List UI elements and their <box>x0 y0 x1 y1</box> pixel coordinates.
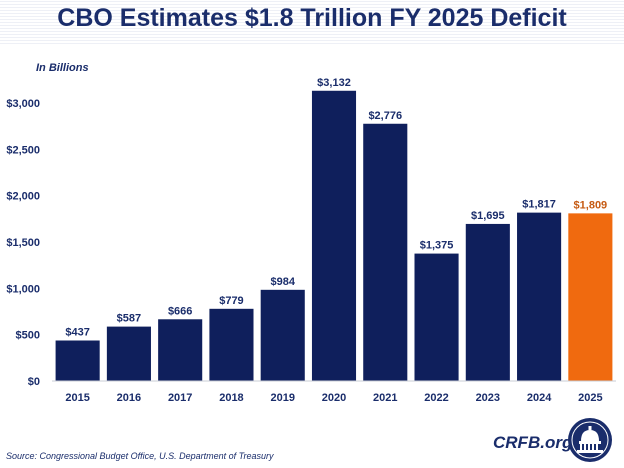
bar-value-label: $587 <box>117 313 141 325</box>
x-tick-label: 2025 <box>578 392 602 404</box>
bar-value-label: $3,132 <box>317 77 351 89</box>
y-tick-label: $2,000 <box>6 191 40 203</box>
x-tick-label: 2019 <box>270 392 294 404</box>
bar-value-label: $1,817 <box>522 199 556 211</box>
x-tick-label: 2024 <box>527 392 552 404</box>
bar-value-label: $1,375 <box>420 240 454 252</box>
y-tick-label: $2,500 <box>6 144 40 156</box>
y-tick-label: $500 <box>16 330 40 342</box>
x-tick-label: 2018 <box>219 392 243 404</box>
brand-logo-text: CRFB.org <box>493 433 573 452</box>
bar-2019 <box>260 289 305 381</box>
x-tick-label: 2017 <box>168 392 192 404</box>
title-band <box>0 0 624 44</box>
bar-2022 <box>414 253 459 381</box>
capitol-dome-seal-icon <box>568 418 612 462</box>
bar-value-label: $666 <box>168 305 192 317</box>
bar-2016 <box>106 326 151 381</box>
x-tick-label: 2021 <box>373 392 397 404</box>
bar-2025 <box>568 213 613 381</box>
y-axis-unit-label: In Billions <box>36 62 89 74</box>
bar-2024 <box>517 212 562 381</box>
bar-value-label: $437 <box>65 327 89 339</box>
x-tick-label: 2023 <box>476 392 500 404</box>
x-tick-label: 2020 <box>322 392 346 404</box>
y-tick-label: $1,500 <box>6 237 40 249</box>
y-tick-label: $3,000 <box>6 98 40 110</box>
bar-value-label: $779 <box>219 295 243 307</box>
bar-2018 <box>209 308 254 381</box>
bar-value-label: $1,809 <box>574 199 608 211</box>
x-tick-label: 2016 <box>117 392 141 404</box>
bar-value-label: $2,776 <box>368 110 402 122</box>
bar-value-label: $984 <box>270 276 295 288</box>
bar-2021 <box>363 123 408 382</box>
bar-2023 <box>465 223 510 381</box>
source-note: Source: Congressional Budget Office, U.S… <box>6 451 274 461</box>
y-tick-label: $1,000 <box>6 283 40 295</box>
chart-title: CBO Estimates $1.8 Trillion FY 2025 Defi… <box>57 4 567 32</box>
bar-2020 <box>311 90 357 381</box>
y-tick-label: $0 <box>28 376 40 388</box>
bar-value-label: $1,695 <box>471 210 505 222</box>
bar-2017 <box>158 319 203 381</box>
bar-2015 <box>55 340 100 381</box>
x-tick-label: 2022 <box>424 392 448 404</box>
x-tick-label: 2015 <box>65 392 89 404</box>
